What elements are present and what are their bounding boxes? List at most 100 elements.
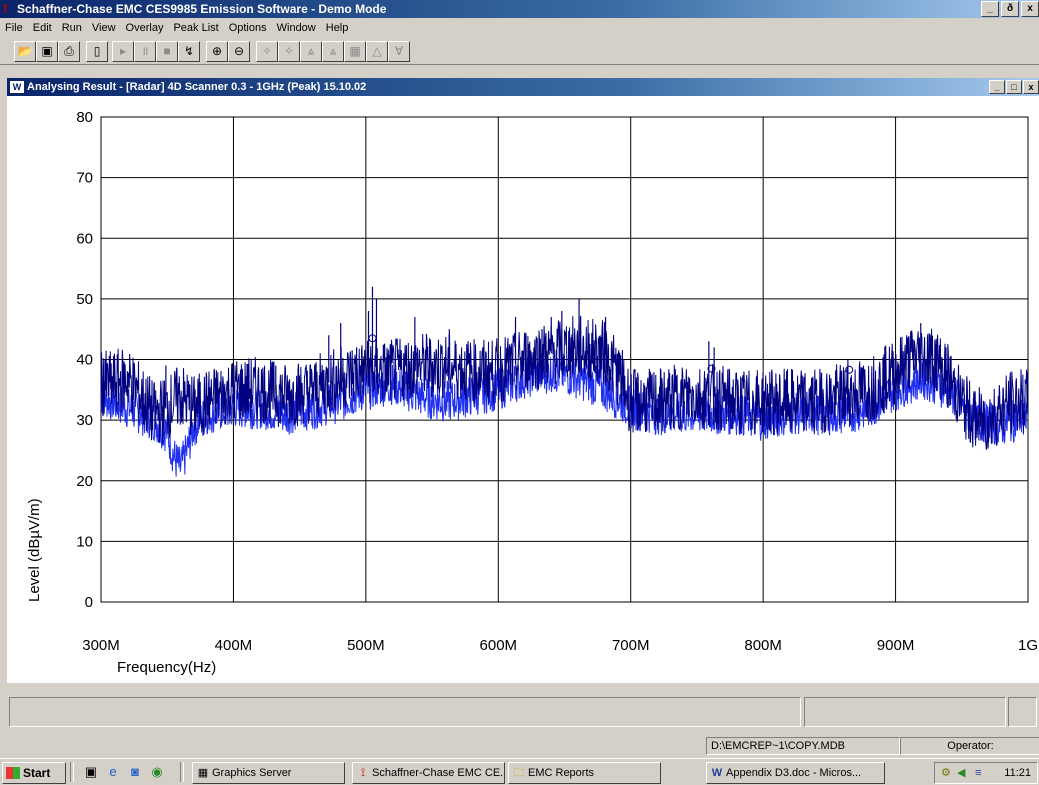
y-tick-label: 30 — [76, 412, 93, 429]
emission-plot[interactable]: 0 10 20 30 40 50 60 70 80 300M 400M 500M 600M 700M 800… — [7, 96, 1039, 683]
save-icon[interactable]: ▣ — [36, 41, 58, 62]
x-tick-label: 500M — [347, 637, 385, 654]
play-icon[interactable]: ▸ — [112, 41, 134, 62]
series-line — [100, 315, 1028, 450]
app-title-bar[interactable]: ⟟ Schaffner-Chase EMC CES9985 Emission S… — [0, 0, 1039, 18]
start-label: Start — [23, 766, 51, 780]
chart-area[interactable]: 0 10 20 30 40 50 60 70 80 300M 400M 500M 600M 700M 800… — [7, 96, 1039, 683]
menu-file[interactable]: File — [5, 22, 23, 34]
y-tick-label: 0 — [85, 594, 93, 611]
peak-search-icon[interactable]: ⩓ — [300, 41, 322, 62]
app-icon[interactable]: ⟟ — [3, 1, 8, 15]
zoom-in-icon[interactable]: ⊕ — [206, 41, 228, 62]
desktop-icon[interactable]: ▣ — [84, 764, 98, 779]
y-tick-label: 20 — [76, 473, 93, 490]
start-button[interactable]: Start — [2, 762, 66, 784]
filter-icon[interactable]: ∀ — [388, 41, 410, 62]
menu-help[interactable]: Help — [325, 22, 349, 34]
task-appendix-doc[interactable]: W Appendix D3.doc - Micros... — [706, 762, 885, 784]
menu-overlay[interactable]: Overlay — [125, 22, 164, 34]
stop-icon[interactable]: ■ — [156, 41, 178, 62]
status-bar — [7, 695, 1039, 731]
media-icon[interactable]: ◉ — [151, 764, 163, 779]
ie-icon[interactable]: e — [109, 764, 117, 779]
analysis-window-icon[interactable]: W — [10, 81, 24, 93]
print-icon[interactable]: ⎙ — [58, 41, 80, 62]
child-window-title: Analysing Result - [Radar] 4D Scanner 0.… — [27, 81, 367, 93]
y-tick-label: 70 — [76, 170, 93, 187]
taskbar-separator — [180, 762, 184, 782]
y-tick-label: 10 — [76, 533, 93, 550]
menu-edit[interactable]: Edit — [32, 22, 52, 34]
taskbar-separator — [70, 762, 74, 782]
menu-view[interactable]: View — [91, 22, 116, 34]
y-tick-label: 50 — [76, 291, 93, 308]
status-panel-3 — [1008, 697, 1037, 727]
x-tick-label: 400M — [215, 637, 253, 654]
menu-peak-list[interactable]: Peak List — [173, 22, 219, 34]
peak-list-icon[interactable]: ⩓ — [322, 41, 344, 62]
task-label: Graphics Server — [212, 767, 292, 779]
task-emc-reports[interactable]: 🗀 EMC Reports — [508, 762, 661, 784]
peak-marker — [845, 365, 854, 374]
new-document-icon[interactable]: ▯ — [86, 41, 108, 62]
x-tick-label: 700M — [612, 637, 650, 654]
peak-marker — [707, 364, 716, 373]
app-caption-buttons: _ ð x — [981, 1, 1039, 17]
task-graphics-server[interactable]: ▦ Graphics Server — [192, 762, 345, 784]
tray-app-icon[interactable]: ≡ — [975, 767, 982, 779]
y-tick-label: 60 — [76, 230, 93, 247]
toolbar: 📂 ▣ ⎙ ▯ ▸ ॥ ■ ↯ ⊕ ⊖ ✧ ✧ ⩓ ⩓ ▦ △ ∀ — [0, 38, 1039, 65]
x-tick-label: 300M — [82, 637, 120, 654]
minimize-button[interactable]: _ — [981, 1, 999, 17]
child-caption-buttons: _ □ x — [989, 80, 1039, 94]
marker-add-icon[interactable]: ✧ — [256, 41, 278, 62]
status-panel-2 — [804, 697, 1006, 727]
x-tick-label: 1G — [1018, 637, 1038, 654]
child-window-title-bar[interactable]: W Analysing Result - [Radar] 4D Scanner … — [7, 78, 1039, 96]
schaffner-icon: ⟟ — [360, 767, 366, 779]
outlook-icon[interactable]: ◙ — [131, 764, 139, 779]
child-minimize-button[interactable]: _ — [989, 80, 1005, 94]
y-tick-label: 80 — [76, 109, 93, 126]
tray-network-icon[interactable]: ⚙ — [941, 767, 951, 779]
task-schaffner[interactable]: ⟟ Schaffner-Chase EMC CE... — [352, 762, 505, 784]
folder-icon: 🗀 — [513, 767, 525, 779]
word-icon: W — [711, 767, 723, 779]
x-axis-label: Frequency(Hz) — [117, 659, 216, 676]
menu-bar: File Edit Run View Overlay Peak List Opt… — [0, 18, 1039, 38]
pause-icon[interactable]: ॥ — [134, 41, 156, 62]
operator-label: Operator: — [900, 737, 1039, 755]
clock[interactable]: 11:21 — [1004, 767, 1031, 779]
child-close-button[interactable]: x — [1023, 80, 1039, 94]
peak-marker — [368, 334, 377, 343]
open-folder-icon[interactable]: 📂 — [14, 41, 36, 62]
info-bar: D:\EMCREP~1\COPY.MDB Operator: — [0, 735, 1039, 757]
menu-window[interactable]: Window — [276, 22, 316, 34]
step-icon[interactable]: ↯ — [178, 41, 200, 62]
tray-volume-icon[interactable]: ◀ — [957, 767, 966, 779]
taskbar: Start ▣ e ◙ ◉ ▦ Graphics Server ⟟ Schaffne… — [0, 758, 1039, 785]
zoom-out-icon[interactable]: ⊖ — [228, 41, 250, 62]
peak-table-icon[interactable]: ▦ — [344, 41, 366, 62]
x-tick-label: 600M — [480, 637, 518, 654]
task-label: Schaffner-Chase EMC CE... — [372, 767, 505, 779]
database-path: D:\EMCREP~1\COPY.MDB — [706, 737, 900, 755]
menu-run[interactable]: Run — [61, 22, 82, 34]
system-tray: ⚙ ◀ ≡ 11:21 — [934, 762, 1038, 784]
windows-logo-icon — [6, 767, 20, 779]
graphics-server-icon: ▦ — [197, 767, 209, 779]
marker-next-icon[interactable]: ✧ — [278, 41, 300, 62]
y-tick-label: 40 — [76, 352, 93, 369]
limit-icon[interactable]: △ — [366, 41, 388, 62]
app-title: Schaffner-Chase EMC CES9985 Emission Sof… — [17, 2, 387, 16]
menu-options[interactable]: Options — [228, 22, 267, 34]
task-label: EMC Reports — [528, 767, 595, 779]
task-label: Appendix D3.doc - Micros... — [726, 767, 862, 779]
x-tick-label: 800M — [744, 637, 782, 654]
child-maximize-button[interactable]: □ — [1006, 80, 1022, 94]
close-button[interactable]: x — [1021, 1, 1039, 17]
y-axis-label: Level (dBµV/m) — [26, 498, 43, 602]
restore-button[interactable]: ð — [1001, 1, 1019, 17]
x-tick-label: 900M — [877, 637, 915, 654]
